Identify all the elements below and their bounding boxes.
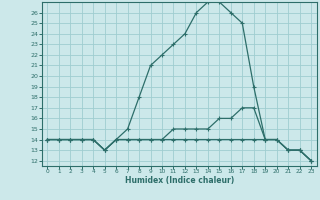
X-axis label: Humidex (Indice chaleur): Humidex (Indice chaleur)	[124, 176, 234, 185]
